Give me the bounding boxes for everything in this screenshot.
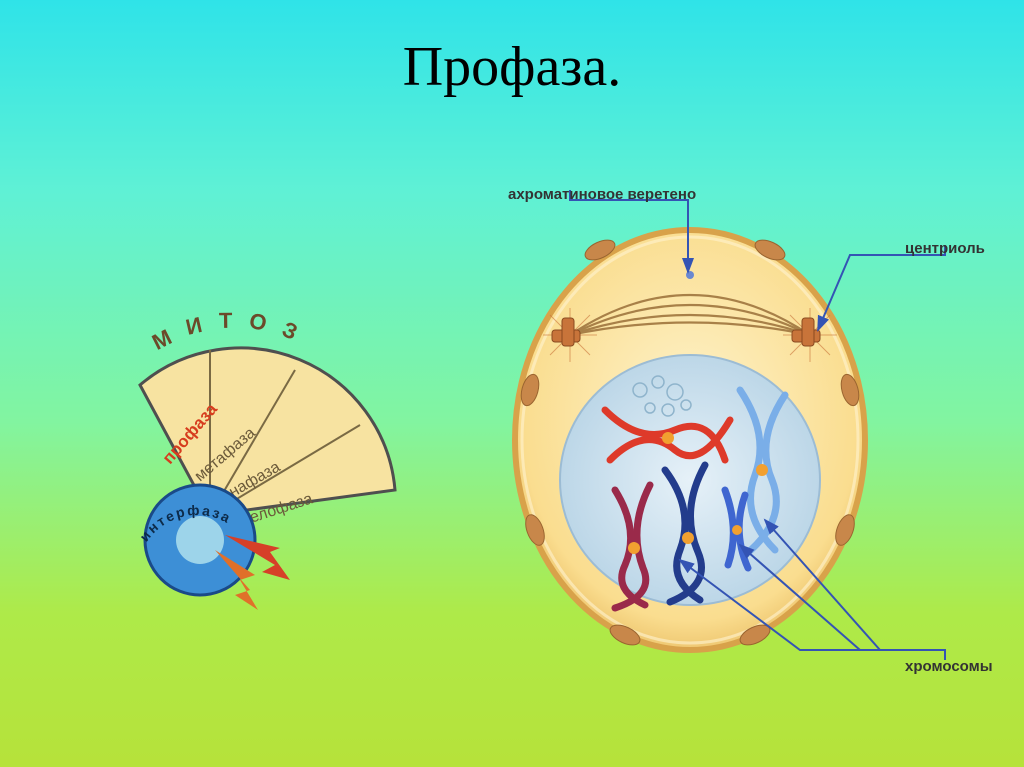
centriole-right bbox=[783, 308, 837, 362]
slide-background: Профаза. МИТОЗ профаза метафаза анафаза bbox=[0, 0, 1024, 767]
centriole-left bbox=[543, 308, 597, 362]
label-centriole: центриоль bbox=[905, 240, 985, 257]
label-chromosomes: хромосомы bbox=[905, 658, 993, 675]
mitosis-fan-diagram: МИТОЗ профаза метафаза анафаза телофаза … bbox=[40, 240, 440, 640]
slide-title: Профаза. bbox=[0, 35, 1024, 99]
label-spindle: ахроматиновое веретено bbox=[508, 186, 696, 203]
